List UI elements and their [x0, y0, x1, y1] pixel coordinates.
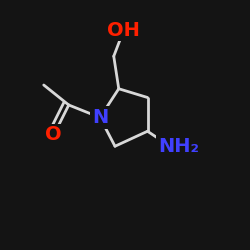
Text: OH: OH [107, 20, 140, 40]
Text: O: O [46, 126, 62, 144]
Text: NH₂: NH₂ [158, 137, 199, 156]
Text: N: N [92, 108, 108, 127]
